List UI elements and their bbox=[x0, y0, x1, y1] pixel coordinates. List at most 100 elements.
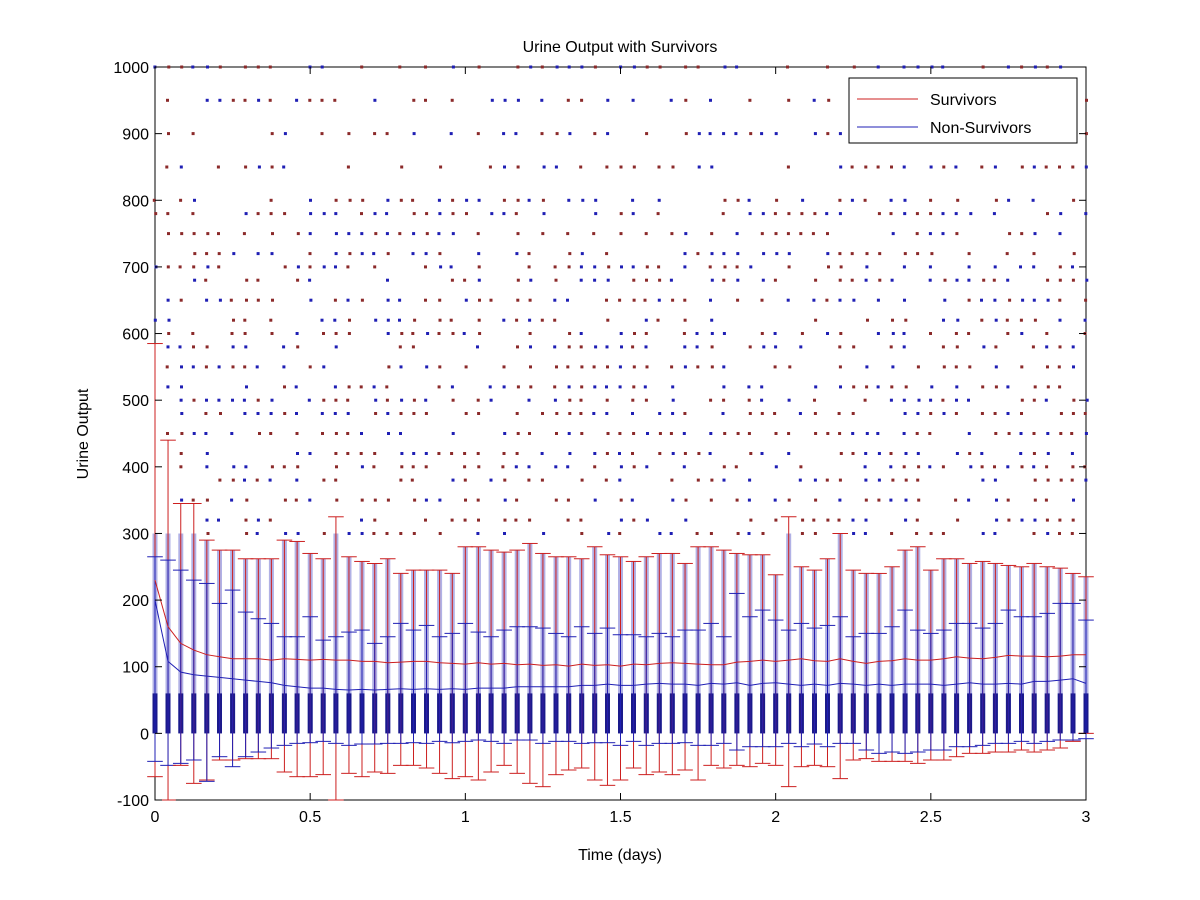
outlier-marker bbox=[424, 98, 427, 102]
outlier-marker bbox=[555, 365, 558, 369]
outlier-marker bbox=[308, 278, 312, 282]
outlier-marker bbox=[916, 478, 920, 482]
outlier-marker bbox=[450, 385, 454, 389]
outlier-marker bbox=[995, 498, 998, 502]
outlier-marker bbox=[167, 232, 170, 236]
outlier-marker bbox=[374, 398, 378, 402]
outlier-marker bbox=[477, 65, 481, 69]
outlier-marker bbox=[309, 298, 313, 302]
outlier-marker bbox=[749, 518, 753, 522]
outlier-marker bbox=[528, 518, 532, 522]
outlier-marker bbox=[1006, 465, 1010, 469]
outlier-marker bbox=[671, 498, 675, 502]
outlier-marker bbox=[669, 532, 673, 535]
x-tick-label: 1 bbox=[461, 809, 470, 826]
outlier-marker bbox=[346, 412, 350, 415]
outlier-marker bbox=[270, 332, 274, 335]
outlier-marker bbox=[283, 212, 287, 216]
outlier-marker bbox=[206, 265, 210, 269]
outlier-marker bbox=[567, 432, 571, 435]
outlier-marker bbox=[359, 385, 363, 389]
outlier-marker bbox=[620, 345, 623, 349]
outlier-marker bbox=[710, 278, 714, 282]
outlier-marker bbox=[1006, 65, 1010, 69]
outlier-marker bbox=[658, 412, 662, 415]
outlier-marker bbox=[747, 532, 751, 535]
outlier-marker bbox=[553, 298, 557, 302]
outlier-marker bbox=[941, 212, 945, 216]
outlier-marker bbox=[476, 232, 480, 236]
outlier-marker bbox=[502, 452, 506, 455]
outlier-marker bbox=[954, 498, 958, 502]
outlier-marker bbox=[373, 498, 377, 502]
outlier-marker bbox=[607, 532, 611, 535]
outlier-marker bbox=[167, 332, 171, 335]
outlier-marker bbox=[656, 318, 660, 322]
outlier-marker bbox=[980, 318, 984, 322]
outlier-marker bbox=[529, 365, 532, 369]
outlier-marker bbox=[540, 478, 544, 482]
outlier-marker bbox=[269, 318, 273, 322]
outlier-marker bbox=[736, 198, 740, 202]
outlier-marker bbox=[1032, 398, 1036, 402]
outlier-marker bbox=[928, 265, 932, 269]
outlier-marker bbox=[606, 278, 610, 282]
outlier-marker bbox=[1071, 165, 1075, 169]
outlier-marker bbox=[374, 318, 378, 322]
outlier-marker bbox=[268, 518, 272, 522]
outlier-marker bbox=[671, 452, 675, 455]
outlier-marker bbox=[217, 365, 221, 369]
outlier-marker bbox=[529, 278, 533, 282]
outlier-marker bbox=[555, 65, 559, 69]
outlier-marker bbox=[412, 212, 416, 216]
outlier-marker bbox=[542, 212, 546, 216]
outlier-marker bbox=[451, 232, 455, 236]
outlier-marker bbox=[478, 332, 482, 335]
outlier-marker bbox=[619, 332, 623, 335]
y-axis-label: Urine Output bbox=[75, 388, 92, 479]
outlier-marker bbox=[877, 452, 881, 455]
outlier-marker bbox=[968, 365, 972, 369]
outlier-marker bbox=[903, 212, 907, 216]
outlier-marker bbox=[618, 365, 622, 369]
outlier-marker bbox=[503, 518, 507, 522]
outlier-marker bbox=[217, 518, 220, 522]
outlier-marker bbox=[801, 198, 805, 202]
outlier-marker bbox=[683, 318, 687, 322]
outlier-marker bbox=[555, 132, 559, 136]
outlier-marker bbox=[385, 212, 389, 216]
outlier-marker bbox=[204, 278, 208, 282]
outlier-marker bbox=[748, 345, 752, 349]
outlier-marker bbox=[553, 345, 557, 349]
outlier-marker bbox=[1085, 398, 1089, 402]
outlier-marker bbox=[605, 452, 609, 455]
outlier-marker bbox=[309, 212, 313, 216]
outlier-marker bbox=[967, 265, 971, 269]
outlier-marker bbox=[566, 298, 569, 302]
outlier-marker bbox=[928, 278, 932, 282]
outlier-marker bbox=[477, 198, 481, 202]
outlier-marker bbox=[1019, 265, 1022, 269]
outlier-marker bbox=[218, 478, 222, 482]
outlier-marker bbox=[1057, 365, 1061, 369]
x-axis-label: Time (days) bbox=[578, 847, 662, 864]
outlier-marker bbox=[658, 432, 662, 435]
outlier-marker bbox=[904, 478, 908, 482]
outlier-marker bbox=[438, 252, 442, 256]
outlier-marker bbox=[1071, 265, 1074, 269]
y-tick-label: 100 bbox=[122, 660, 149, 677]
outlier-marker bbox=[928, 232, 932, 236]
outlier-marker bbox=[347, 132, 351, 136]
outlier-marker bbox=[360, 498, 364, 502]
outlier-marker bbox=[270, 398, 274, 402]
outlier-marker bbox=[566, 365, 570, 369]
outlier-marker bbox=[283, 132, 287, 136]
outlier-marker bbox=[956, 318, 960, 322]
outlier-marker bbox=[295, 412, 298, 415]
outlier-marker bbox=[243, 412, 247, 415]
outlier-marker bbox=[464, 498, 467, 502]
outlier-marker bbox=[604, 478, 608, 482]
outlier-marker bbox=[1046, 478, 1050, 482]
outlier-marker bbox=[761, 212, 765, 216]
outlier-marker bbox=[360, 212, 363, 216]
